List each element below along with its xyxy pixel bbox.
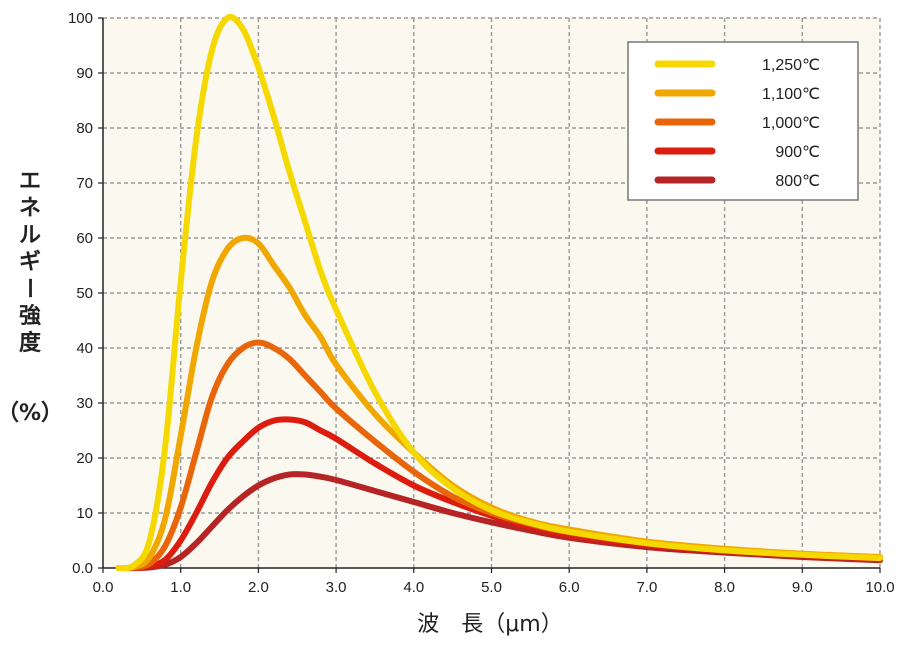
x-tick-label: 8.0 (714, 579, 735, 596)
y-tick-label: 20 (76, 450, 93, 467)
x-axis-label: 波 長（μm） (417, 612, 562, 637)
y-tick-label: 60 (76, 230, 93, 247)
legend-label: 1,000℃ (762, 115, 820, 132)
x-tick-label: 2.0 (248, 579, 269, 596)
y-tick-label: 50 (76, 285, 93, 302)
y-axis-label-char: エ (19, 169, 41, 194)
y-axis-label-char: ル (19, 223, 41, 248)
y-axis-label-char: ネ (19, 196, 41, 221)
y-tick-label: 90 (76, 65, 93, 82)
x-tick-label: 0.0 (93, 579, 114, 596)
x-tick-label: 6.0 (559, 579, 580, 596)
x-tick-label: 10.0 (865, 579, 894, 596)
y-axis-label-char: 度 (19, 330, 42, 356)
axes: 0.0 1.0 2.0 3.0 4.0 5.0 6.0 7.0 8.0 9.0 10.0 0.0 10 2… (68, 10, 895, 596)
x-tick-label: 1.0 (170, 579, 191, 596)
legend-label: 1,100℃ (762, 86, 820, 103)
legend: 1,250℃ 1,100℃ 1,000℃ 900℃ 800℃ (627, 41, 859, 201)
y-tick-label: 10 (76, 505, 93, 522)
y-tick-label: 30 (76, 395, 93, 412)
y-axis-label-char: ー (16, 277, 41, 299)
y-tick-label: 40 (76, 340, 93, 357)
y-tick-label: 0.0 (72, 560, 93, 577)
x-tick-label: 4.0 (403, 579, 424, 596)
y-tick-label: 80 (76, 120, 93, 137)
x-tick-label: 7.0 (636, 579, 657, 596)
series-line (115, 14, 883, 572)
x-tick-label: 5.0 (481, 579, 502, 596)
x-tick-label: 9.0 (792, 579, 813, 596)
series-layer (115, 14, 883, 572)
y-axis-unit: （%） (0, 401, 63, 426)
legend-label: 800℃ (775, 173, 820, 190)
x-tick-label: 3.0 (326, 579, 347, 596)
legend-label: 1,250℃ (762, 57, 820, 74)
y-axis-label-char: ギ (19, 250, 41, 275)
y-tick-label: 70 (76, 175, 93, 192)
y-tick-label: 100 (68, 10, 93, 27)
legend-label: 900℃ (775, 144, 820, 161)
y-axis-label-char: 強 (19, 303, 41, 329)
